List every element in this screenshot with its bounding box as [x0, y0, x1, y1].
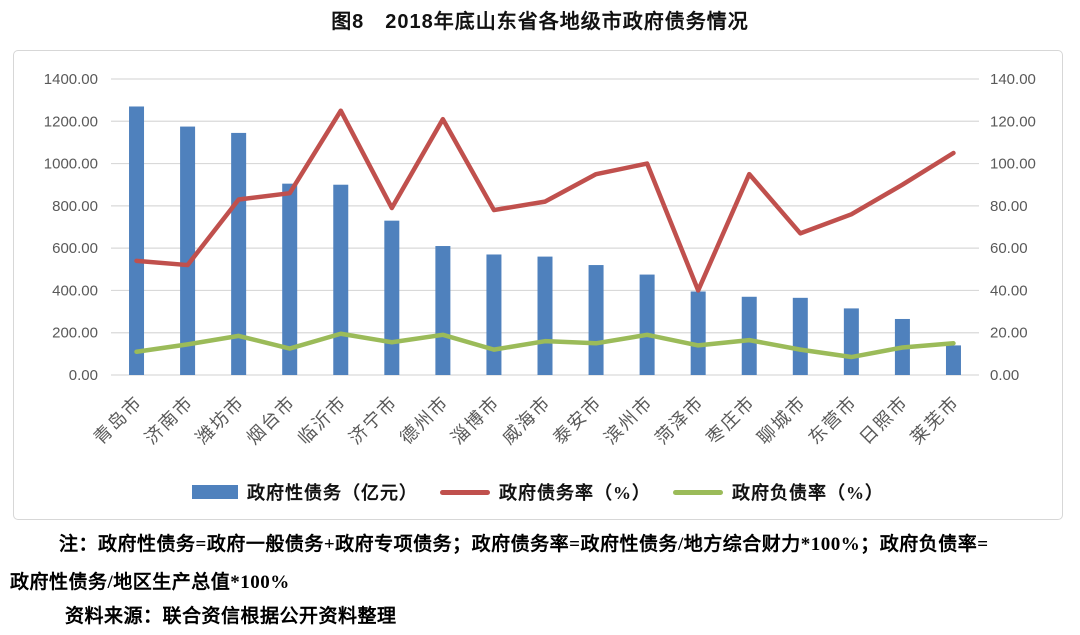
right-axis-tick-label: 40.00	[990, 282, 1028, 299]
bar-淄博市[interactable]	[486, 254, 502, 375]
footnote-line-2: 政府性债务/地区生产总值*100%	[10, 572, 290, 593]
right-axis-tick-label: 0.00	[990, 367, 1019, 384]
legend-liability-ratio-line-swatch	[673, 489, 723, 495]
chart-container: 0.00 0.00 200.00 20.00 400.00 40.00 600.00 60.0…	[13, 50, 1063, 520]
left-axis-tick-label: 1400.00	[44, 71, 98, 88]
x-axis-category-label: 日照市	[856, 392, 913, 449]
x-axis-category-label: 枣庄市	[702, 392, 759, 449]
right-axis-tick-label: 80.00	[990, 198, 1028, 215]
x-axis-category-label: 泰安市	[549, 392, 606, 449]
left-axis-tick-label: 400.00	[52, 282, 98, 299]
liability-ratio-line[interactable]	[134, 331, 956, 360]
x-axis-category-label: 临沂市	[294, 392, 351, 449]
bar-济南市[interactable]	[180, 126, 196, 375]
legend-debt-ratio-label: 政府债务率（%）	[499, 483, 651, 503]
x-axis-category-label: 济宁市	[345, 392, 402, 449]
legend-bar-label: 政府性债务（亿元）	[247, 483, 418, 503]
bar-莱芜市[interactable]	[945, 345, 961, 375]
bar-滨州市[interactable]	[639, 274, 655, 375]
right-axis-tick-label: 60.00	[990, 240, 1028, 257]
left-axis-tick-label: 200.00	[52, 325, 98, 342]
chart-plot: 0.00 0.00 200.00 20.00 400.00 40.00 600.00 60.0…	[44, 71, 1036, 449]
bar-枣庄市[interactable]	[741, 296, 757, 375]
x-axis-category-label: 莱芜市	[907, 392, 964, 449]
right-axis-tick-label: 140.00	[990, 71, 1036, 88]
bar-济宁市[interactable]	[384, 220, 400, 375]
source-line: 资料来源：联合资信根据公开资料整理	[65, 606, 397, 627]
left-axis-tick-label: 0.00	[69, 367, 98, 384]
bar-东营市[interactable]	[843, 308, 859, 375]
x-axis-category-label: 济南市	[141, 392, 198, 449]
right-axis-tick-label: 100.00	[990, 156, 1036, 173]
bar-威海市[interactable]	[537, 256, 553, 375]
bar-聊城市[interactable]	[792, 297, 808, 375]
chart-legend: 政府性债务（亿元） 政府债务率（%） 政府负债率（%）	[14, 479, 1062, 505]
x-axis-category-label: 东营市	[805, 392, 862, 449]
bar-临沂市[interactable]	[333, 184, 349, 375]
footnote-line-1: 注：政府性债务=政府一般债务+政府专项债务；政府债务率=政府性债务/地方综合财力…	[59, 534, 989, 555]
x-axis-category-label: 聊城市	[754, 392, 811, 449]
left-axis-tick-label: 600.00	[52, 240, 98, 257]
legend-bar-swatch	[192, 485, 238, 499]
right-axis-tick-label: 20.00	[990, 325, 1028, 342]
bar-泰安市[interactable]	[588, 265, 604, 375]
x-axis-category-label: 菏泽市	[651, 392, 708, 449]
x-axis-category-label: 德州市	[396, 392, 453, 449]
bar-菏泽市[interactable]	[690, 291, 706, 375]
bar-烟台市[interactable]	[282, 183, 298, 375]
legend-debt-ratio-line-swatch	[440, 489, 490, 495]
left-axis-tick-label: 800.00	[52, 198, 98, 215]
bar-德州市[interactable]	[435, 246, 451, 375]
x-axis-category-label: 淄博市	[447, 392, 504, 449]
x-axis-category-label: 滨州市	[600, 392, 657, 449]
left-axis-tick-label: 1200.00	[44, 113, 98, 130]
right-axis-tick-label: 120.00	[990, 113, 1036, 130]
left-axis-tick-label: 1000.00	[44, 156, 98, 173]
x-axis-category-label: 烟台市	[243, 392, 300, 449]
footnote: 注：政府性债务=政府一般债务+政府专项债务；政府债务率=政府性债务/地方综合财力…	[10, 526, 1072, 602]
x-axis-category-label: 青岛市	[90, 392, 147, 449]
x-axis-category-label: 潍坊市	[192, 392, 249, 449]
bar-潍坊市[interactable]	[231, 132, 247, 375]
bar-青岛市[interactable]	[129, 106, 145, 375]
x-axis-category-label: 威海市	[498, 392, 555, 449]
debt-ratio-line[interactable]	[134, 108, 956, 293]
legend-liability-ratio-label: 政府负债率（%）	[732, 483, 884, 503]
chart-title: 图8 2018年底山东省各地级市政府债务情况	[331, 11, 749, 33]
